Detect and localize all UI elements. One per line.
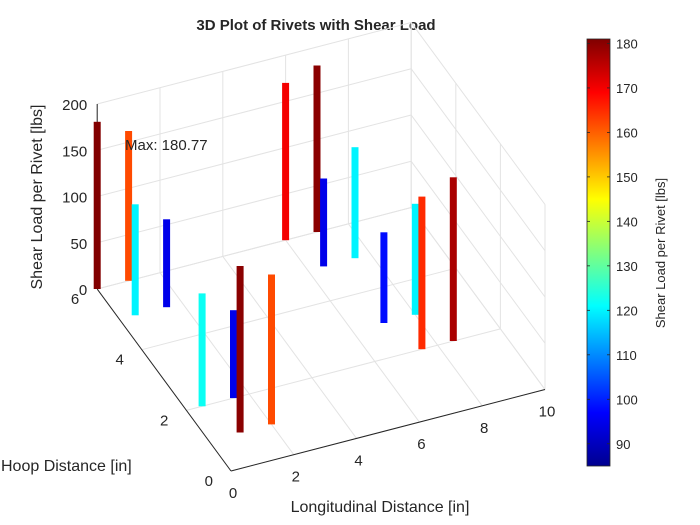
- rivet-bar: [449, 177, 457, 341]
- z-tick-label: 100: [62, 190, 87, 207]
- y-axis-label: Hoop Distance [in]: [1, 458, 132, 475]
- x-tick-label: 8: [480, 420, 488, 437]
- chart-title: 3D Plot of Rivets with Shear Load: [196, 17, 435, 34]
- rivet-bar: [351, 147, 359, 259]
- rivet-bar: [93, 121, 101, 289]
- y-tick-label: 4: [115, 352, 123, 369]
- colorbar-label: Shear Load per Rivet [lbs]: [653, 178, 668, 328]
- y-axis-line: [96, 288, 232, 472]
- colorbar-tick-label: 130: [616, 259, 638, 274]
- rivet-bar: [418, 196, 426, 350]
- colorbar-tick-label: 100: [616, 392, 638, 407]
- rivet-bar: [313, 65, 321, 232]
- z-axis-label: Shear Load per Rivet [lbs]: [29, 105, 46, 290]
- y-tick-label: 0: [205, 473, 213, 490]
- rivet-bar: [236, 266, 244, 433]
- colorbar-tick-label: 110: [616, 348, 637, 363]
- x-tick-label: 4: [354, 452, 362, 469]
- rivet-bar: [282, 82, 290, 241]
- rivet-bar: [131, 204, 139, 316]
- z-tick-label: 150: [62, 143, 87, 160]
- x-axis-label: Longitudinal Distance [in]: [291, 499, 470, 516]
- y-tick-label: 2: [160, 412, 168, 429]
- x-tick-label: 2: [292, 469, 300, 486]
- rivet-bar: [380, 232, 388, 323]
- rivet-bar: [125, 131, 133, 281]
- y-tick-label: 6: [71, 291, 79, 308]
- colorbar-tick-label: 120: [616, 303, 638, 318]
- x-tick-label: 6: [417, 436, 425, 453]
- z-tick-label: 200: [62, 97, 87, 114]
- colorbar-tick-label: 90: [616, 437, 630, 452]
- x-tick-label: 0: [229, 485, 237, 502]
- data-bars: [93, 65, 457, 433]
- colorbar-tick-label: 170: [616, 81, 638, 96]
- max-annotation: Max: 180.77: [125, 137, 208, 154]
- rivet-bar: [268, 274, 275, 425]
- rivet-bar: [411, 203, 419, 315]
- colorbar-ticks: 90 100 110 120 130 140 150 160 170 180: [587, 36, 638, 452]
- rivet-bar: [198, 293, 206, 407]
- z-tick-label: 50: [71, 236, 88, 253]
- colorbar-tick-label: 140: [616, 214, 638, 229]
- rivet-bar: [230, 310, 237, 399]
- x-tick-label: 10: [539, 404, 556, 421]
- colorbar-tick-label: 180: [616, 36, 638, 51]
- rivet-bar: [163, 219, 171, 308]
- rivet-bar: [320, 178, 328, 267]
- z-tick-label: 0: [79, 282, 87, 299]
- colorbar-tick-label: 160: [616, 125, 638, 140]
- colorbar: [586, 38, 611, 467]
- colorbar-tick-label: 150: [616, 170, 638, 185]
- x-axis-line: [230, 389, 546, 472]
